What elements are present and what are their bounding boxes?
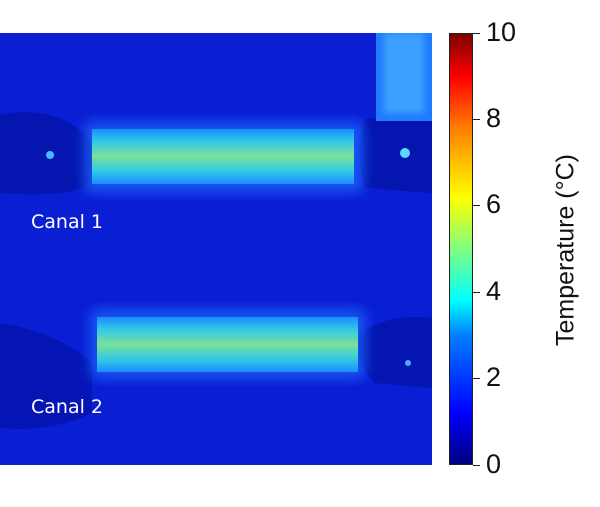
colorbar-tick-label: 6 xyxy=(486,189,502,219)
bright-spot xyxy=(405,360,411,366)
colorbar-tick xyxy=(473,205,480,206)
right-holder-top xyxy=(360,113,432,193)
canal-1-label: Canal 1 xyxy=(31,211,104,233)
thermal-image xyxy=(0,33,432,465)
colorbar-tick xyxy=(473,378,480,379)
colorbar xyxy=(449,33,473,465)
colorbar-tick-label: 10 xyxy=(486,17,517,47)
colorbar-tick-label: 0 xyxy=(486,449,502,479)
channel-1 xyxy=(92,129,354,184)
colorbar-title: Temperature (°C) xyxy=(551,154,580,346)
left-holder-top xyxy=(0,112,92,195)
bright-spot xyxy=(46,151,54,159)
colorbar-tick xyxy=(473,292,480,293)
colorbar-tick xyxy=(473,33,480,34)
channel-2 xyxy=(97,317,358,372)
bright-spot xyxy=(400,148,410,158)
colorbar-tick xyxy=(473,465,480,466)
canal-2-label: Canal 2 xyxy=(31,396,104,418)
right-holder-bottom xyxy=(357,317,432,388)
colorbar-tick xyxy=(473,119,480,120)
colorbar-tick-label: 8 xyxy=(486,103,502,133)
left-holder-bottom xyxy=(0,323,92,429)
colorbar-tick-label: 2 xyxy=(486,362,502,392)
colorbar-tick-label: 4 xyxy=(486,276,502,306)
